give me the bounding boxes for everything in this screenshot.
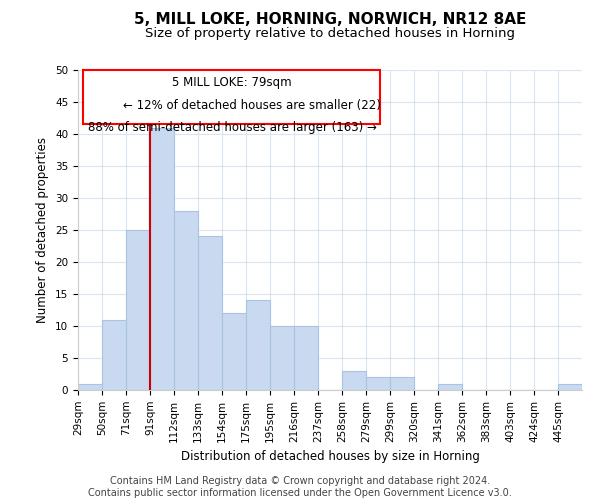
Text: Size of property relative to detached houses in Horning: Size of property relative to detached ho…	[145, 28, 515, 40]
Text: 5, MILL LOKE, HORNING, NORWICH, NR12 8AE: 5, MILL LOKE, HORNING, NORWICH, NR12 8AE	[134, 12, 526, 28]
Bar	[366, 377, 390, 390]
Bar	[174, 211, 198, 390]
Bar	[246, 300, 270, 390]
Bar	[78, 384, 102, 390]
Text: 88% of semi-detached houses are larger (163) →: 88% of semi-detached houses are larger (…	[88, 121, 377, 134]
Bar	[198, 236, 222, 390]
Bar	[150, 128, 174, 390]
Bar	[126, 230, 150, 390]
X-axis label: Distribution of detached houses by size in Horning: Distribution of detached houses by size …	[181, 450, 479, 463]
Bar	[102, 320, 126, 390]
Bar	[222, 313, 246, 390]
Text: Contains HM Land Registry data © Crown copyright and database right 2024.
Contai: Contains HM Land Registry data © Crown c…	[88, 476, 512, 498]
Bar	[438, 384, 462, 390]
Text: 5 MILL LOKE: 79sqm: 5 MILL LOKE: 79sqm	[172, 76, 292, 90]
Bar	[270, 326, 294, 390]
Bar	[558, 384, 582, 390]
Bar	[342, 371, 366, 390]
Bar	[294, 326, 318, 390]
Bar	[390, 377, 414, 390]
FancyBboxPatch shape	[83, 70, 380, 124]
Y-axis label: Number of detached properties: Number of detached properties	[37, 137, 49, 323]
Text: ← 12% of detached houses are smaller (22): ← 12% of detached houses are smaller (22…	[124, 99, 381, 112]
